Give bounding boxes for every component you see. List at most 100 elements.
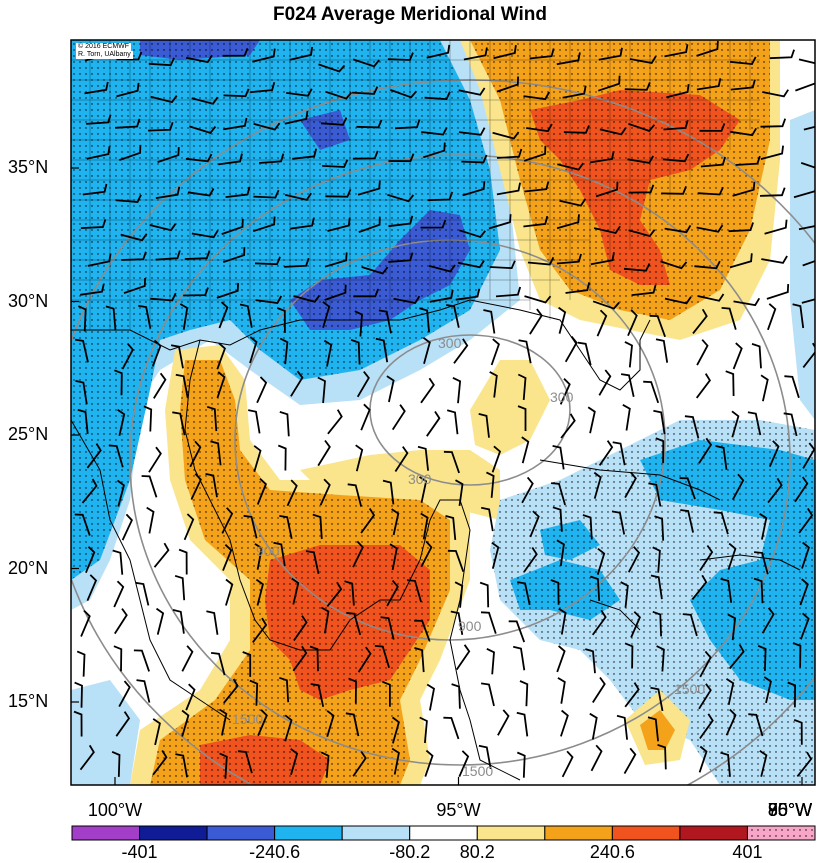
wind-barb (255, 295, 283, 304)
wind-barb (769, 49, 795, 60)
wind-barb (191, 96, 219, 105)
wind-barb (551, 482, 566, 506)
wind-barb (114, 608, 128, 635)
wind-barb (356, 119, 383, 129)
wind-barb (562, 85, 587, 99)
wind-barb (115, 118, 141, 129)
wind-barb (762, 89, 789, 98)
wind-barb (421, 126, 448, 136)
wind-barb (152, 718, 161, 746)
wind-barb (111, 750, 121, 777)
wind-barb (463, 47, 488, 61)
wind-barb (391, 404, 406, 431)
wind-barb (120, 233, 148, 242)
colorbar-swatch (611, 825, 681, 841)
wind-barb (595, 181, 619, 198)
wind-barb (652, 546, 661, 573)
wind-barb (529, 510, 540, 538)
wind-barb (726, 678, 735, 705)
wind-barb (489, 260, 516, 270)
stipple-northwest (71, 40, 500, 580)
wind-barb (113, 580, 125, 608)
wind-barb (150, 292, 177, 302)
wind-barb (387, 193, 415, 203)
wind-barb (317, 376, 326, 404)
wind-barb (563, 125, 590, 134)
wind-barb (767, 477, 783, 504)
wind-barb (620, 581, 629, 608)
wind-barb (143, 405, 153, 432)
wind-barb (206, 405, 218, 432)
wind-barb (452, 376, 462, 404)
wind-barb (679, 477, 696, 500)
credit-line-2: R. Torn, UAlbany (76, 51, 133, 59)
wind-barb (556, 539, 565, 567)
wind-barb (353, 288, 380, 298)
wind-barb (491, 541, 500, 569)
wind-barb (695, 373, 711, 399)
wind-barb (620, 373, 635, 397)
wind-barb (730, 56, 757, 66)
wind-barb (698, 437, 713, 464)
wind-barb (590, 744, 603, 772)
wind-barb (700, 156, 726, 168)
wind-barb (696, 224, 724, 233)
wind-barb (725, 708, 737, 736)
wind-barb (652, 610, 662, 637)
wind-barb (206, 610, 219, 635)
wind-barb (623, 747, 637, 775)
wind-barb (462, 181, 486, 197)
wind-barb (698, 745, 708, 773)
wind-barb (76, 650, 86, 677)
wind-barb (680, 509, 694, 533)
stipple-central-america (150, 360, 450, 785)
wind-barb (325, 90, 353, 100)
wind-barb (279, 337, 289, 365)
wind-barb (732, 181, 756, 197)
wind-barb (558, 306, 567, 334)
wind-barb (414, 646, 425, 673)
wind-barb (279, 515, 293, 539)
wind-barb (135, 581, 150, 606)
wind-barb (77, 409, 89, 434)
wind-barb (86, 114, 112, 125)
wind-barb (585, 648, 596, 674)
wind-barb (767, 303, 777, 331)
wind-barb (279, 411, 290, 437)
wind-barb (577, 341, 592, 366)
wind-barb (279, 676, 290, 703)
wind-barb (753, 577, 764, 604)
colorbar-swatch (476, 825, 546, 841)
wind-barb (345, 712, 360, 737)
wind-barb (320, 606, 330, 634)
wind-barb (517, 405, 527, 431)
wind-barb (290, 217, 315, 230)
wind-barb (116, 82, 140, 98)
wind-barb (243, 514, 258, 539)
wind-barb (557, 677, 566, 704)
wind-barb (325, 188, 352, 198)
wind-barb (664, 224, 692, 234)
wind-barb (446, 304, 460, 328)
wind-barb (721, 307, 737, 330)
contour-1500 (129, 154, 791, 766)
wind-barb (253, 189, 280, 199)
longitude-label: 95°W (436, 800, 481, 820)
wind-barb (420, 540, 433, 568)
wind-barb (79, 744, 95, 771)
wind-barb (798, 58, 815, 65)
wind-barb (420, 377, 435, 404)
wind-barb (181, 645, 194, 672)
latitude-label: 30°N (8, 290, 49, 311)
wind-barb (427, 191, 454, 202)
map-title: F024 Average Meridional Wind (273, 4, 547, 25)
wind-barb (458, 127, 486, 136)
wind-barb (390, 89, 418, 99)
wind-barb (323, 339, 333, 367)
wind-barb (590, 252, 615, 266)
wind-barb (284, 192, 312, 201)
wind-barb (492, 131, 520, 140)
wind-barb (565, 282, 591, 294)
wind-barb (458, 87, 486, 96)
wind-barb (496, 76, 519, 93)
